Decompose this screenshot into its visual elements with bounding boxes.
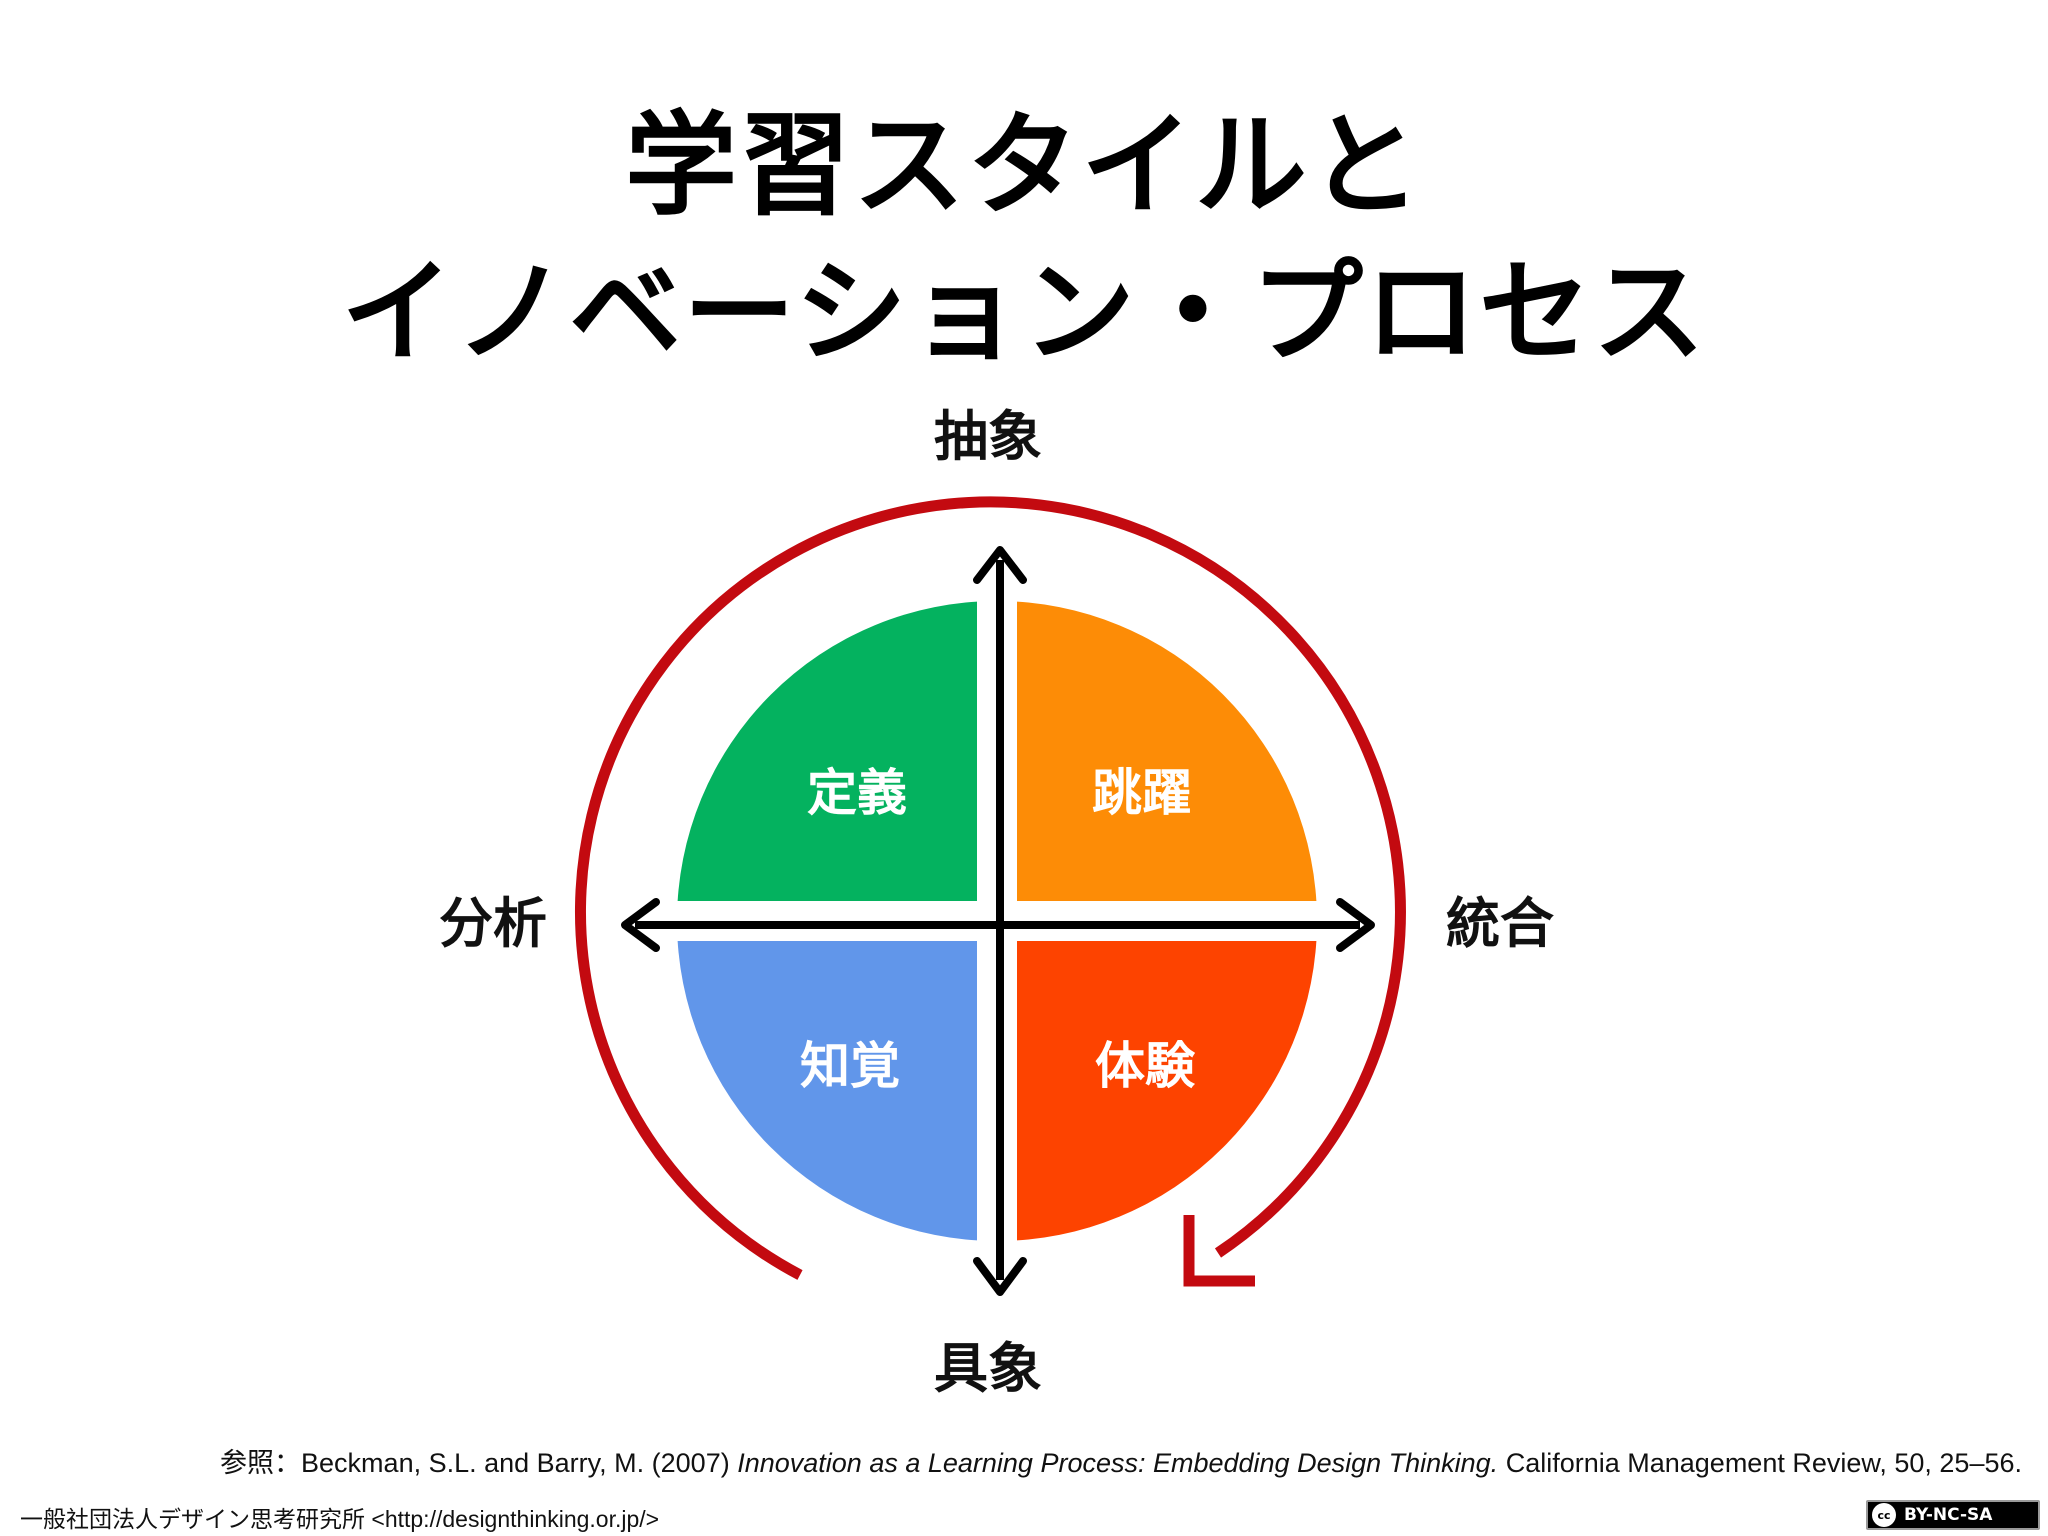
axis-label-abstract: 抽象 [934,404,1042,468]
quadrant-leap [1017,601,1317,901]
axis-label-synthesis: 統合 [1446,891,1554,955]
axis-arrow-up-icon [973,546,1027,584]
quadrant-label-leap: 跳躍 [1092,764,1192,822]
axis-arrow-left-icon [621,898,660,952]
reference-prefix: 参照：Beckman, S.L. and Barry, M. (2007) [220,1448,738,1478]
quadrant-experience [1017,941,1317,1241]
reference-title: Innovation as a Learning Process: Embedd… [737,1448,1499,1478]
axis-label-concrete: 具象 [934,1336,1042,1400]
quadrant-label-perceive: 知覚 [800,1037,900,1095]
quadrant-perceive [677,941,977,1241]
creative-commons-icon: cc [1872,1503,1896,1527]
reference-suffix: California Management Review, 50, 25–56. [1498,1448,2022,1478]
cycle-arrow [575,496,1406,1280]
axis-label-analysis: 分析 [439,891,547,955]
reference-citation: 参照：Beckman, S.L. and Barry, M. (2007) In… [220,1441,2022,1480]
learning-style-diagram: 抽象 具象 分析 統合 定義 跳躍 知覚 体験 [439,404,1554,1400]
footer-organization: 一般社団法人デザイン思考研究所 <http://designthinking.o… [20,1506,660,1532]
page-title-line-1: 学習スタイルと [625,101,1423,231]
axis-arrow-right-icon [1336,898,1375,952]
page-title-line-2: イノベーション・プロセス [341,248,1707,378]
quadrant-label-experience: 体験 [1095,1037,1196,1095]
quadrant-define [677,601,977,901]
license-label: BY-NC-SA [1904,1505,1993,1525]
cycle-arrow-head-icon [1183,1215,1255,1287]
axis-arrow-down-icon [973,1257,1027,1296]
quadrant-label-define: 定義 [807,764,907,822]
license-badge[interactable]: cc BY-NC-SA [1866,1500,2040,1530]
